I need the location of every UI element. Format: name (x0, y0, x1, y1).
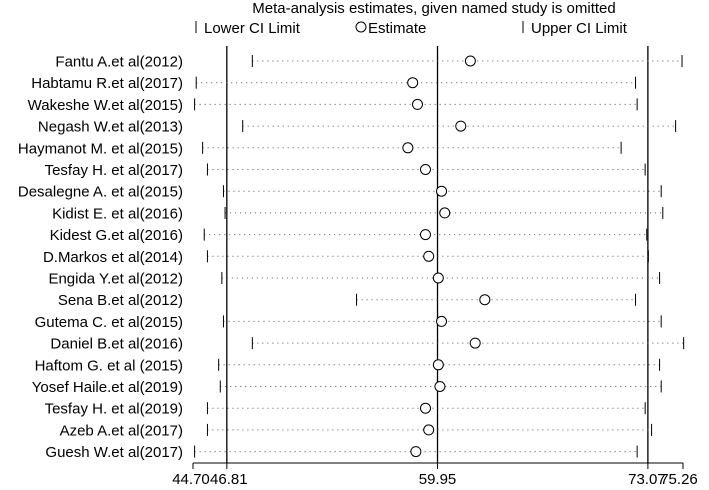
study-row: Azeb A.et al(2017) (60, 422, 653, 439)
x-tick-label: 59.95 (419, 471, 457, 488)
study-label: Sena B.et al(2012) (58, 292, 183, 309)
study-row: Daniel B.et al(2016) (50, 336, 685, 353)
study-row: Kidest G.et al(2016) (50, 227, 648, 244)
estimate-point (432, 359, 444, 371)
x-tick-label: 44.70 (172, 471, 210, 488)
study-label: D.Markos et al(2014) (43, 249, 183, 266)
x-tick-label: 75.26 (660, 471, 698, 488)
study-label: Negash W.et al(2013) (38, 119, 183, 136)
study-row: Wakeshe W.et al(2015) (28, 97, 638, 114)
study-label: Engida Y.et al(2012) (48, 271, 183, 288)
estimate-point (455, 120, 467, 132)
reference-lines (226, 46, 649, 463)
legend-upper-label: Upper CI Limit (531, 20, 628, 37)
estimate-point (436, 315, 448, 327)
study-label: Haymanot M. et al(2015) (18, 140, 183, 157)
study-row: Gutema C. et al(2015) (35, 314, 662, 331)
legend-lower-label: Lower CI Limit (204, 20, 301, 37)
study-label: Tesfay H. et al(2017) (45, 162, 183, 179)
estimate-point (419, 402, 431, 414)
estimate-point (469, 337, 481, 349)
study-row: Yosef Haile.et al(2019) (32, 379, 662, 396)
estimate-point (423, 250, 435, 262)
study-row: Engida Y.et al(2012) (48, 271, 661, 288)
study-row: Sena B.et al(2012) (58, 292, 637, 309)
estimate-point (439, 207, 451, 219)
study-label: Tesfay H. et al(2019) (45, 401, 183, 418)
estimate-point (479, 294, 491, 306)
study-label: Daniel B.et al(2016) (50, 336, 183, 353)
study-label: Haftom G. et al (2015) (35, 357, 183, 374)
study-label: Desalegne A. et al(2015) (18, 184, 183, 201)
estimate-point (464, 55, 476, 67)
legend-estimate-marker (355, 21, 367, 33)
chart-title: Meta-analysis estimates, given named stu… (252, 0, 616, 17)
study-row: Kidist E. et al(2016) (52, 205, 664, 222)
estimate-point (434, 381, 446, 392)
study-row: Tesfay H. et al(2017) (45, 162, 646, 179)
estimate-point (432, 272, 444, 284)
study-row: Negash W.et al(2013) (38, 119, 677, 136)
study-row: Desalegne A. et al(2015) (18, 184, 662, 201)
study-row: Haftom G. et al (2015) (35, 357, 661, 374)
study-label: Gutema C. et al(2015) (35, 314, 183, 331)
estimate-point (423, 424, 435, 436)
estimate-point (436, 185, 448, 197)
study-row: Guesh W.et al(2017) (45, 444, 638, 461)
study-label: Yosef Haile.et al(2019) (32, 379, 183, 396)
x-tick-label: 46.81 (210, 471, 248, 488)
x-tick-label: 73.07 (628, 471, 666, 488)
study-label: Azeb A.et al(2017) (60, 422, 183, 439)
estimate-point (402, 142, 414, 154)
study-row: Tesfay H. et al(2019) (45, 401, 646, 418)
study-row: Fantu A.et al(2012) (55, 54, 683, 71)
study-label: Wakeshe W.et al(2015) (28, 97, 183, 114)
study-row: D.Markos et al(2014) (43, 249, 649, 266)
legend: Lower CI Limit Estimate Upper CI Limit (195, 20, 628, 37)
study-label: Kidest G.et al(2016) (50, 227, 183, 244)
estimate-point (410, 446, 422, 458)
estimate-point (407, 77, 419, 89)
estimate-point (411, 98, 423, 110)
study-rows: Fantu A.et al(2012) Habtamu R.et al(2017)… (18, 54, 685, 461)
legend-estimate-label: Estimate (368, 20, 426, 37)
study-row: Haymanot M. et al(2015) (18, 140, 622, 157)
study-row: Habtamu R.et al(2017) (31, 75, 637, 92)
estimate-point (419, 164, 431, 175)
estimate-point (419, 229, 431, 241)
study-label: Fantu A.et al(2012) (55, 54, 183, 71)
study-label: Habtamu R.et al(2017) (31, 75, 183, 92)
study-label: Kidist E. et al(2016) (52, 205, 183, 222)
study-label: Guesh W.et al(2017) (45, 444, 183, 461)
